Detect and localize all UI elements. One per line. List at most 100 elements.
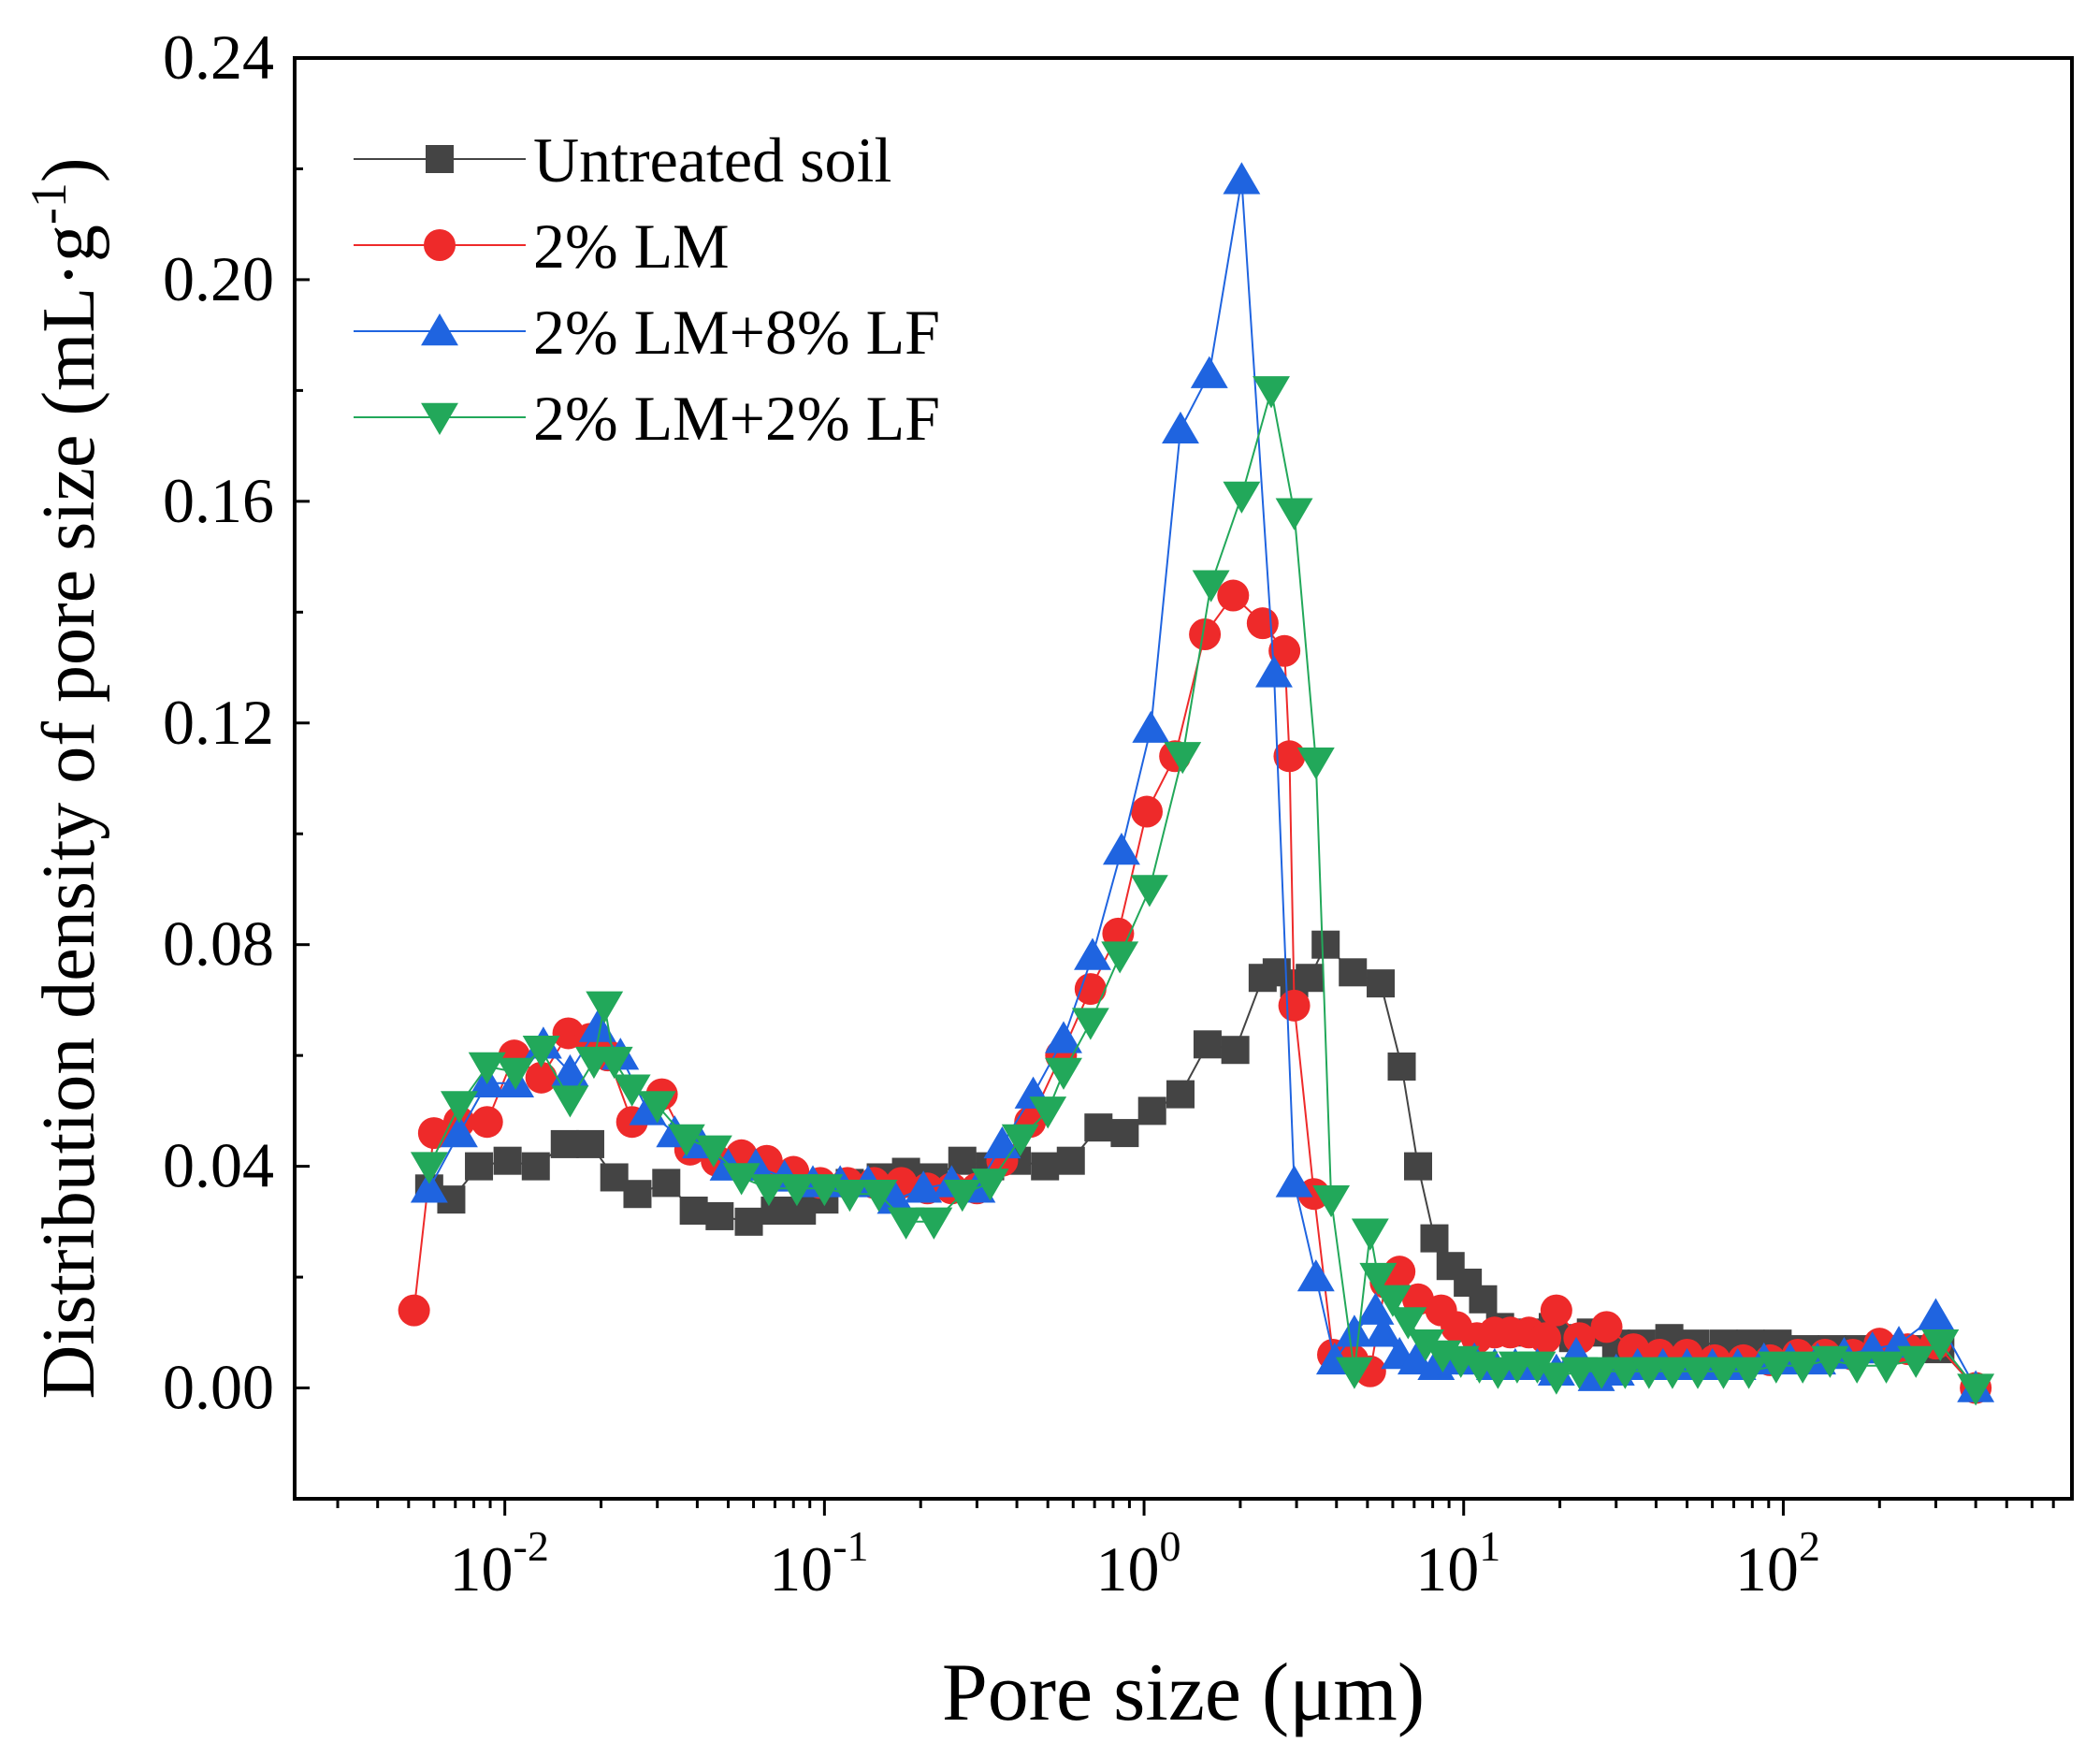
data-point — [760, 1197, 789, 1225]
data-point — [471, 1106, 503, 1139]
legend-label: Untreated soil — [533, 124, 891, 196]
data-point — [521, 1152, 550, 1181]
data-point — [1590, 1311, 1623, 1343]
data-point — [1084, 1113, 1113, 1142]
data-point — [1364, 1314, 1402, 1347]
data-point — [1335, 1357, 1373, 1389]
data-point — [1132, 710, 1170, 743]
data-point — [1957, 1373, 1995, 1406]
data-point — [1246, 607, 1279, 640]
data-point — [638, 1091, 676, 1124]
data-point — [1166, 1080, 1195, 1109]
data-point — [1268, 634, 1301, 667]
data-point — [1606, 1357, 1644, 1389]
data-point — [1162, 411, 1199, 444]
data-point — [398, 1294, 430, 1327]
data-point — [1074, 973, 1107, 1006]
y-tick-label: 0.00 — [163, 1352, 274, 1423]
data-point — [1311, 930, 1340, 959]
x-tick-base: 10 — [1096, 1533, 1160, 1605]
data-point — [1296, 748, 1335, 780]
data-point — [493, 1146, 522, 1175]
data-point — [1704, 1357, 1743, 1389]
data-point — [1784, 1351, 1822, 1384]
data-point — [551, 1053, 589, 1087]
data-point — [1339, 958, 1368, 987]
data-point — [1583, 1357, 1621, 1389]
data-point — [1296, 964, 1325, 993]
data-point — [679, 1197, 708, 1225]
data-point — [705, 1201, 734, 1230]
legend-item: Untreated soil — [354, 124, 891, 196]
x-tick-base: 10 — [1415, 1533, 1479, 1605]
data-point — [440, 1115, 478, 1148]
data-point — [551, 1085, 589, 1118]
legend-label: 2% LM+2% LF — [533, 383, 940, 454]
data-point — [1335, 1314, 1373, 1347]
data-point — [1518, 1351, 1557, 1384]
x-tick-exponent: -1 — [833, 1522, 868, 1570]
data-point — [1275, 498, 1313, 530]
y-tick-label: 0.08 — [163, 908, 274, 980]
data-point — [1130, 875, 1168, 908]
x-tick-exponent: 0 — [1160, 1522, 1181, 1570]
data-point — [1031, 1152, 1060, 1181]
data-point — [578, 1009, 616, 1042]
data-point — [1273, 740, 1306, 773]
data-point — [1917, 1298, 1955, 1330]
data-point — [1811, 1345, 1849, 1378]
legend-label: 2% LM+8% LF — [533, 297, 940, 368]
data-point — [410, 1170, 448, 1203]
data-point — [1296, 1259, 1335, 1292]
series-2 — [398, 579, 1992, 1404]
data-point — [915, 1207, 953, 1240]
data-point — [1192, 570, 1230, 603]
legend-marker — [421, 313, 458, 346]
plot-frame — [293, 56, 2074, 1501]
series-line — [428, 390, 1977, 1389]
data-point — [1356, 1292, 1395, 1325]
legend-item: 2% LM+8% LF — [354, 297, 940, 368]
data-point — [1221, 1036, 1250, 1065]
data-point — [1679, 1357, 1716, 1389]
y-tick-label: 0.16 — [163, 465, 274, 536]
y-tick-label: 0.12 — [163, 687, 274, 758]
data-point — [1897, 1345, 1935, 1378]
data-point — [1102, 833, 1140, 865]
data-point — [497, 1057, 535, 1090]
data-point — [1275, 1165, 1313, 1198]
data-point — [1029, 1096, 1067, 1129]
data-point — [1137, 1096, 1166, 1125]
data-point — [1130, 795, 1163, 828]
data-point — [1867, 1351, 1905, 1384]
data-point — [1253, 376, 1290, 409]
x-tick-base: 10 — [769, 1533, 833, 1605]
data-point — [522, 1036, 560, 1068]
data-point — [1528, 1322, 1561, 1355]
data-point — [1001, 1124, 1039, 1156]
x-tick-label: 101 — [1415, 1522, 1500, 1605]
data-point — [613, 1074, 651, 1107]
y-axis-title-superscript: -1 — [21, 182, 77, 225]
x-tick-exponent: 1 — [1479, 1522, 1500, 1570]
data-point — [525, 1061, 558, 1094]
series-layer — [398, 162, 1995, 1406]
data-point — [860, 1180, 898, 1212]
y-tick-label: 0.20 — [163, 243, 274, 314]
data-point — [1164, 742, 1202, 775]
data-point — [943, 1180, 981, 1212]
y-axis-title: Distribution density of pore size (mL·g-… — [21, 158, 110, 1400]
data-point — [1373, 1285, 1412, 1317]
data-point — [1193, 1030, 1222, 1059]
series-line — [428, 942, 1977, 1389]
y-tick-label: 0.24 — [163, 22, 274, 93]
legend-label: 2% LM — [533, 211, 730, 282]
data-point — [905, 1170, 943, 1203]
data-point — [468, 1052, 506, 1084]
legend-item: 2% LM+2% LF — [354, 383, 940, 454]
data-point — [575, 1129, 604, 1158]
x-axis-title: Pore size (μm) — [942, 1648, 1425, 1738]
data-point — [1653, 1357, 1691, 1389]
data-point — [1921, 1329, 1960, 1362]
